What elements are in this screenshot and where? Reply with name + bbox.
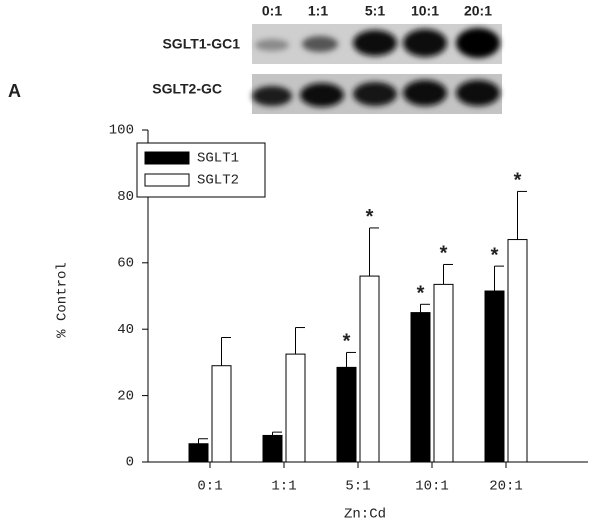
band xyxy=(403,29,447,57)
y-tick-label: 20 xyxy=(117,388,134,404)
lane-label: 1:1 xyxy=(308,3,328,19)
band xyxy=(353,82,397,106)
legend-swatch xyxy=(144,151,190,165)
band xyxy=(255,39,289,51)
significance-mark: * xyxy=(491,244,499,266)
band xyxy=(252,86,292,106)
x-tick-label: 0:1 xyxy=(197,479,222,495)
significance-mark: * xyxy=(366,206,374,228)
bar xyxy=(188,443,209,463)
bar xyxy=(285,353,306,463)
y-axis-label: % Control xyxy=(55,262,71,338)
bar xyxy=(359,275,380,463)
band xyxy=(456,28,500,58)
bar xyxy=(336,366,357,463)
lane-label: 5:1 xyxy=(365,3,385,19)
y-tick-label: 40 xyxy=(117,322,134,338)
significance-mark: * xyxy=(343,331,351,353)
x-axis-label: Zn:Cd xyxy=(344,507,386,523)
legend-label: SGLT2 xyxy=(197,173,239,189)
y-tick-label: 100 xyxy=(109,123,134,139)
y-tick-label: 0 xyxy=(126,455,134,471)
y-tick-label: 80 xyxy=(117,189,134,205)
row-label: SGLT2-GC xyxy=(152,81,222,97)
panel-label: A xyxy=(8,81,21,101)
band xyxy=(403,80,447,106)
band xyxy=(353,30,397,56)
bar xyxy=(507,239,528,463)
bar xyxy=(433,283,454,463)
row-label: SGLT1-GC1 xyxy=(162,36,240,52)
significance-mark: * xyxy=(440,243,448,265)
x-tick-label: 1:1 xyxy=(271,479,296,495)
x-tick-label: 5:1 xyxy=(345,479,370,495)
y-tick-label: 60 xyxy=(117,256,134,272)
lane-label: 20:1 xyxy=(464,3,492,19)
bar xyxy=(211,365,232,463)
blot: 0:1 1:1 5:1 10:1 20:1 SGLT1-GC1 SGLT2-GC xyxy=(152,3,502,114)
band xyxy=(302,36,338,52)
band xyxy=(300,83,344,107)
significance-mark: * xyxy=(514,170,522,192)
lane-label: 10:1 xyxy=(411,3,439,19)
lane-label: 0:1 xyxy=(262,3,282,19)
bar xyxy=(262,434,283,463)
significance-mark: * xyxy=(417,283,425,305)
bar xyxy=(410,312,431,463)
bar xyxy=(484,290,505,463)
band xyxy=(456,80,500,106)
legend-swatch xyxy=(144,173,190,187)
x-tick-label: 20:1 xyxy=(489,479,523,495)
legend-label: SGLT1 xyxy=(197,151,239,167)
x-tick-label: 10:1 xyxy=(415,479,449,495)
